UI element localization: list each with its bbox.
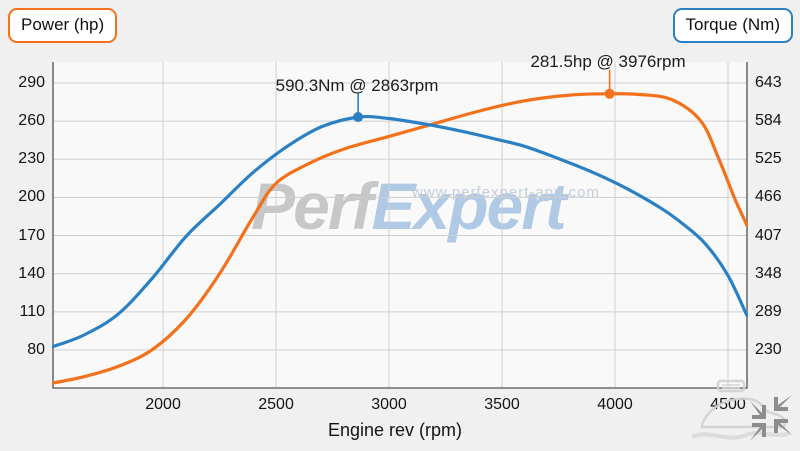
compress-arrows-icon[interactable] [750, 395, 792, 441]
x-axis-tick: 2000 [145, 396, 181, 413]
right-axis-tick: 525 [755, 150, 782, 168]
right-axis-tick: 407 [755, 226, 782, 244]
right-axis-tick: 466 [755, 188, 782, 206]
left-axis-tick: 170 [18, 226, 45, 244]
watermark-brand-gray: Perf [251, 169, 373, 243]
left-axis-tick: 260 [18, 112, 45, 130]
right-axis-tick: 584 [755, 112, 782, 130]
left-axis-tick: 290 [18, 73, 45, 91]
power-legend-label: Power (hp) [21, 15, 105, 34]
left-axis-tick: 230 [18, 150, 45, 168]
left-axis-tick: 80 [27, 340, 45, 358]
power-legend-button[interactable]: Power (hp) [8, 8, 118, 43]
right-axis-tick: 230 [755, 340, 782, 358]
x-axis-title: Engine rev (rpm) [327, 420, 463, 440]
torque-peak-marker[interactable] [353, 112, 364, 123]
left-axis-tick: 200 [18, 188, 45, 206]
corner-watermark [691, 379, 792, 441]
watermark-url: www.perfexpert-app.com [412, 184, 600, 201]
plot-background [53, 62, 747, 388]
torque-peak-annotation: 590.3Nm @ 2863rpm [275, 76, 439, 95]
torque-curve [52, 114, 748, 349]
left-axis-tick: 110 [19, 302, 45, 320]
x-axis-tick: 3500 [484, 396, 520, 413]
axis-frame [52, 62, 748, 389]
power-peak-marker[interactable] [604, 88, 615, 99]
torque-legend-button[interactable]: Torque (Nm) [672, 8, 793, 43]
right-axis-tick: 643 [755, 74, 782, 91]
left-axis-tick: 140 [18, 264, 45, 282]
right-axis-tick: 348 [755, 264, 782, 282]
watermark-brand-blue: Expert [371, 169, 566, 243]
power-peak-annotation: 281.5hp @ 3976rpm [530, 52, 686, 71]
power-curve [52, 92, 748, 385]
x-axis-tick: 4000 [597, 396, 633, 413]
x-axis-tick: 3000 [371, 396, 407, 413]
x-axis-tick: 2500 [258, 396, 294, 413]
right-axis-tick: 289 [755, 302, 782, 320]
perfexpert-watermark: PerfExpert [178, 168, 638, 244]
torque-legend-label: Torque (Nm) [685, 15, 780, 34]
